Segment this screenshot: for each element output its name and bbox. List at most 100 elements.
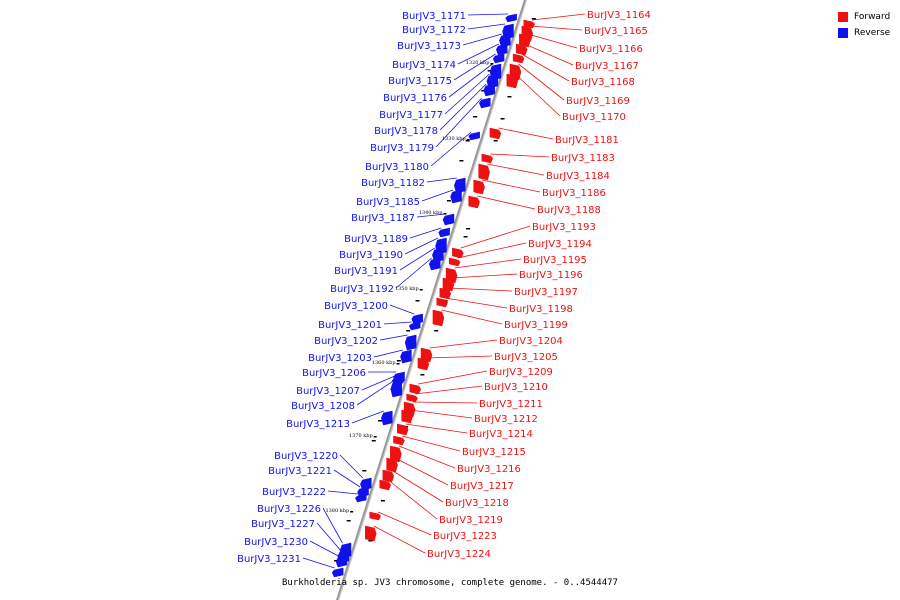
gene-burjv3-1217[interactable]	[386, 457, 398, 473]
gene-burjv3-1209[interactable]	[409, 383, 422, 395]
connector-burjv3-1171	[467, 13, 509, 16]
connector-burjv3-1170	[515, 73, 561, 117]
gene-burjv3-1185[interactable]	[450, 189, 462, 204]
gene-burjv3-1174[interactable]	[495, 43, 508, 56]
minor-feature-reverse	[415, 300, 420, 302]
gene-label-burjv3-1193: BurJV3_1193	[532, 222, 596, 233]
connector-burjv3-1201	[383, 321, 412, 325]
tick-mark	[419, 289, 423, 291]
gene-burjv3-1193[interactable]	[452, 247, 464, 259]
gene-burjv3-1164[interactable]	[523, 19, 536, 29]
legend: Forward Reverse	[838, 9, 890, 41]
gene-label-burjv3-1187: BurJV3_1187	[351, 213, 415, 224]
genome-axis	[335, 0, 528, 600]
minor-feature-reverse	[446, 200, 451, 202]
gene-burjv3-1210[interactable]	[406, 393, 418, 403]
gene-label-burjv3-1215: BurJV3_1215	[462, 447, 526, 458]
gene-burjv3-1186[interactable]	[473, 179, 485, 195]
gene-features	[331, 13, 536, 578]
gene-label-burjv3-1212: BurJV3_1212	[474, 414, 538, 425]
tick-label-1380-kbp: 1380 kbp	[325, 508, 349, 514]
gene-burjv3-1203[interactable]	[400, 349, 412, 364]
connector-burjv3-1223	[378, 511, 432, 536]
connector-burjv3-1168	[521, 53, 570, 82]
gene-burjv3-1208[interactable]	[390, 380, 402, 398]
gene-burjv3-1214[interactable]	[396, 423, 409, 436]
connector-burjv3-1207	[361, 375, 395, 391]
gene-burjv3-1168[interactable]	[512, 53, 525, 64]
gene-burjv3-1183[interactable]	[481, 153, 494, 164]
connector-burjv3-1209	[418, 370, 488, 385]
gene-burjv3-1197[interactable]	[439, 287, 452, 300]
gene-label-burjv3-1231: BurJV3_1231	[237, 554, 301, 565]
gene-burjv3-1231[interactable]	[331, 567, 344, 578]
gene-label-burjv3-1189: BurJV3_1189	[344, 234, 408, 245]
map-caption: Burkholderia sp. JV3 chromosome, complet…	[282, 578, 618, 588]
tick-mark	[350, 511, 354, 513]
gene-burjv3-1196[interactable]	[442, 277, 455, 292]
gene-burjv3-1170[interactable]	[506, 73, 519, 89]
gene-burjv3-1188[interactable]	[468, 195, 480, 209]
gene-label-burjv3-1221: BurJV3_1221	[268, 466, 332, 477]
gene-label-burjv3-1206: BurJV3_1206	[302, 368, 366, 379]
connector-burjv3-1211	[412, 401, 478, 404]
gene-burjv3-1171[interactable]	[505, 13, 517, 23]
gene-label-burjv3-1183: BurJV3_1183	[551, 153, 615, 164]
gene-label-burjv3-1181: BurJV3_1181	[555, 135, 619, 146]
connector-burjv3-1172	[467, 23, 506, 30]
gene-label-burjv3-1202: BurJV3_1202	[314, 336, 378, 347]
minor-feature-forward	[434, 330, 439, 332]
gene-burjv3-1167[interactable]	[515, 43, 528, 56]
gene-label-burjv3-1218: BurJV3_1218	[445, 498, 509, 509]
gene-burjv3-1202[interactable]	[404, 334, 417, 351]
connector-burjv3-1222	[327, 490, 358, 495]
gene-burjv3-1179[interactable]	[479, 97, 491, 109]
gene-label-burjv3-1208: BurJV3_1208	[291, 401, 355, 412]
connector-burjv3-1187	[416, 213, 446, 218]
tick-label-1360-kbp: 1360 kbp	[372, 360, 396, 366]
gene-burjv3-1199[interactable]	[432, 309, 445, 327]
gene-burjv3-1205[interactable]	[417, 357, 430, 371]
legend-forward: Forward	[838, 9, 890, 25]
minor-feature-reverse	[473, 116, 478, 118]
gene-burjv3-1180[interactable]	[468, 131, 480, 141]
connector-burjv3-1205	[426, 355, 493, 359]
gene-label-burjv3-1197: BurJV3_1197	[514, 287, 578, 298]
gene-burjv3-1216[interactable]	[390, 445, 402, 463]
gene-burjv3-1223[interactable]	[369, 511, 381, 521]
connector-burjv3-1219	[387, 479, 438, 520]
gene-burjv3-1201[interactable]	[408, 321, 421, 331]
gene-burjv3-1189[interactable]	[438, 227, 450, 238]
gene-burjv3-1194[interactable]	[448, 257, 461, 267]
gene-burjv3-1230[interactable]	[335, 555, 348, 568]
tick-label-1350-kbp: 1350 kbp	[395, 286, 419, 292]
gene-burjv3-1222[interactable]	[355, 493, 367, 503]
gene-burjv3-1178[interactable]	[483, 83, 495, 97]
gene-label-burjv3-1216: BurJV3_1216	[457, 464, 521, 475]
gene-burjv3-1204[interactable]	[420, 347, 433, 363]
minor-feature-forward	[493, 140, 498, 142]
connector-burjv3-1180	[430, 131, 472, 167]
minor-feature-forward	[380, 500, 385, 502]
gene-burjv3-1192[interactable]	[428, 257, 441, 271]
gene-burjv3-1166[interactable]	[519, 33, 531, 48]
gene-burjv3-1198[interactable]	[436, 297, 448, 308]
gene-burjv3-1213[interactable]	[381, 410, 393, 426]
gene-burjv3-1187[interactable]	[442, 213, 455, 226]
gene-burjv3-1212[interactable]	[401, 409, 413, 424]
gene-burjv3-1218[interactable]	[382, 469, 395, 483]
connector-burjv3-1227	[316, 522, 341, 551]
gene-burjv3-1184[interactable]	[478, 163, 490, 181]
gene-label-burjv3-1204: BurJV3_1204	[499, 336, 563, 347]
gene-label-burjv3-1224: BurJV3_1224	[427, 549, 491, 560]
minor-feature-forward	[466, 228, 471, 230]
gene-burjv3-1219[interactable]	[379, 479, 391, 491]
connector-burjv3-1199	[441, 309, 503, 325]
gene-burjv3-1224[interactable]	[365, 525, 377, 542]
connector-burjv3-1182	[426, 177, 457, 183]
gene-burjv3-1215[interactable]	[393, 435, 405, 446]
gene-burjv3-1175[interactable]	[492, 53, 505, 64]
gene-burjv3-1181[interactable]	[489, 127, 502, 140]
gene-label-burjv3-1230: BurJV3_1230	[244, 537, 308, 548]
